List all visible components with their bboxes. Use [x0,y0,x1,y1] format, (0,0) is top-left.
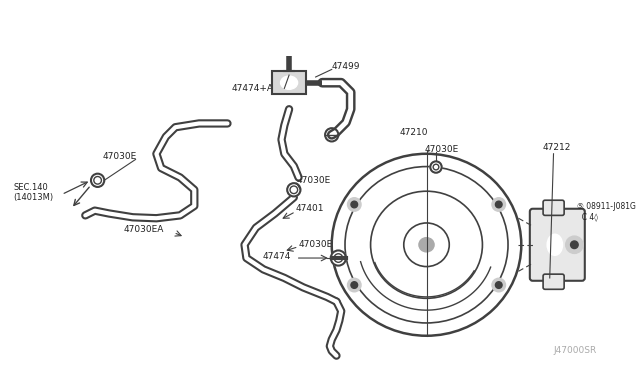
Ellipse shape [419,238,434,252]
Circle shape [348,198,361,211]
Circle shape [348,278,361,292]
Circle shape [351,201,358,208]
Circle shape [495,201,502,208]
Text: 47030E: 47030E [298,240,333,249]
Circle shape [351,282,358,288]
Text: 47401: 47401 [296,204,324,213]
Circle shape [492,198,506,211]
Circle shape [495,282,502,288]
Circle shape [430,161,442,173]
Circle shape [571,241,578,248]
Text: 47499: 47499 [332,62,360,71]
FancyBboxPatch shape [543,274,564,289]
Text: 47030EA: 47030EA [124,225,164,234]
Text: ⑤ 08911-J081G
  C 4◊: ⑤ 08911-J081G C 4◊ [577,202,636,221]
Text: J47000SR: J47000SR [554,346,597,355]
Text: 47030E: 47030E [424,145,459,154]
FancyBboxPatch shape [543,200,564,215]
Text: 47030E: 47030E [297,176,331,185]
Circle shape [566,236,583,253]
Text: 47212: 47212 [542,142,570,152]
Ellipse shape [547,234,563,255]
FancyBboxPatch shape [530,209,585,281]
FancyBboxPatch shape [272,71,306,94]
Ellipse shape [280,76,298,89]
Text: 47030E: 47030E [102,152,136,161]
Circle shape [492,278,506,292]
Circle shape [331,250,346,266]
Circle shape [91,174,104,187]
Text: 47474+A: 47474+A [231,84,273,93]
Circle shape [287,183,300,196]
Text: SEC.140
(14013M): SEC.140 (14013M) [13,183,53,202]
Text: 47210: 47210 [400,128,428,137]
Text: 47474: 47474 [262,251,291,261]
